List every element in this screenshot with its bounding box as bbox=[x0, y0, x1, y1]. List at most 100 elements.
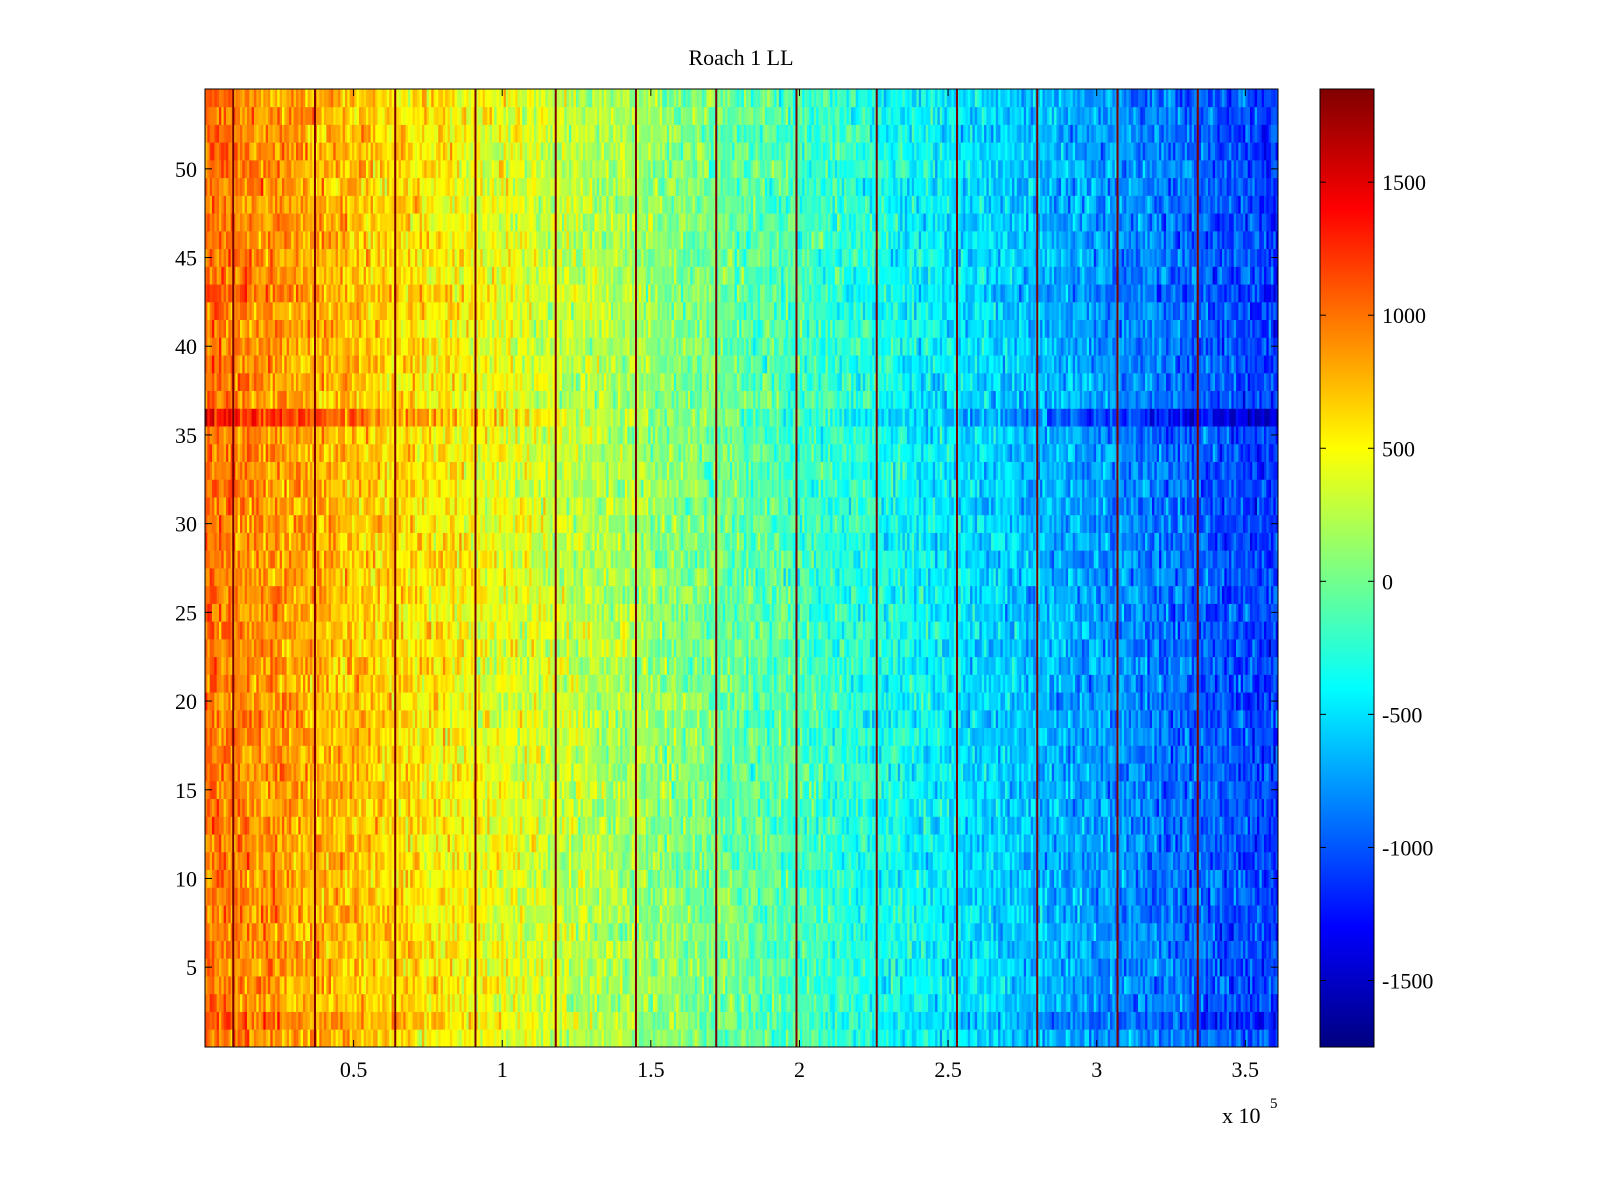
heatmap-cell bbox=[1040, 976, 1043, 995]
heatmap-cell bbox=[398, 1011, 402, 1030]
heatmap-cell bbox=[251, 887, 255, 906]
heatmap-cell bbox=[1254, 869, 1258, 888]
heatmap-cell bbox=[1201, 922, 1204, 941]
heatmap-cell bbox=[365, 976, 369, 995]
heatmap-cell bbox=[508, 940, 511, 959]
heatmap-cell bbox=[984, 976, 987, 995]
heatmap-cell bbox=[260, 922, 264, 941]
heatmap-cell bbox=[358, 976, 362, 995]
heatmap-cell bbox=[907, 958, 910, 977]
heatmap-cell bbox=[1219, 922, 1223, 941]
heatmap-cell bbox=[526, 905, 530, 924]
heatmap-cell bbox=[438, 869, 441, 888]
heatmap-cell bbox=[587, 905, 591, 924]
heatmap-cell bbox=[1030, 976, 1034, 995]
heatmap-cell bbox=[1033, 976, 1036, 995]
heatmap-cell bbox=[806, 940, 810, 959]
heatmap-cell bbox=[946, 905, 950, 924]
heatmap-cell bbox=[776, 940, 780, 959]
heatmap-cell bbox=[932, 905, 936, 924]
heatmap-cell bbox=[1203, 976, 1207, 995]
heatmap-cell bbox=[900, 993, 903, 1012]
heatmap-cell bbox=[727, 1011, 731, 1030]
heatmap-cell bbox=[1208, 993, 1211, 1012]
heatmap-cell bbox=[529, 976, 532, 995]
heatmap-cell bbox=[519, 976, 523, 995]
heatmap-cell bbox=[734, 905, 738, 924]
heatmap-cell bbox=[221, 1029, 225, 1048]
heatmap-cell bbox=[986, 887, 990, 906]
heatmap-cell bbox=[925, 887, 929, 906]
heatmap-cell bbox=[1070, 922, 1074, 941]
heatmap-cell bbox=[1058, 851, 1062, 870]
heatmap-cell bbox=[508, 851, 511, 870]
heatmap-cell bbox=[837, 958, 840, 977]
heatmap-cell bbox=[232, 940, 236, 959]
heatmap-cell bbox=[1208, 976, 1211, 995]
heatmap-cell bbox=[622, 1011, 626, 1030]
heatmap-cell bbox=[1000, 887, 1004, 906]
heatmap-cell bbox=[890, 887, 894, 906]
heatmap-cell bbox=[293, 976, 297, 995]
heatmap-cell bbox=[1233, 958, 1237, 977]
heatmap-cell bbox=[872, 976, 875, 995]
heatmap-cell bbox=[426, 1029, 430, 1048]
heatmap-cell bbox=[466, 887, 469, 906]
heatmap-cell bbox=[438, 940, 441, 959]
heatmap-cell bbox=[1056, 887, 1060, 906]
heatmap-cell bbox=[708, 869, 712, 888]
heatmap-cell bbox=[750, 922, 754, 941]
heatmap-cell bbox=[1075, 905, 1078, 924]
heatmap-cell bbox=[858, 905, 861, 924]
heatmap-cell bbox=[844, 976, 847, 995]
heatmap-cell bbox=[720, 905, 724, 924]
heatmap-cell bbox=[314, 958, 318, 977]
heatmap-cell bbox=[734, 869, 738, 888]
heatmap-cell bbox=[1212, 976, 1216, 995]
heatmap-cell bbox=[396, 1011, 399, 1030]
heatmap-cell bbox=[496, 993, 500, 1012]
heatmap-cell bbox=[746, 869, 749, 888]
heatmap-cell bbox=[1124, 887, 1127, 906]
heatmap-cell bbox=[680, 869, 684, 888]
heatmap-cell bbox=[601, 940, 605, 959]
heatmap-cell bbox=[925, 940, 929, 959]
heatmap-cell bbox=[998, 976, 1001, 995]
heatmap-cell bbox=[438, 851, 441, 870]
heatmap-cell bbox=[398, 1029, 402, 1048]
heatmap-cell bbox=[382, 1011, 386, 1030]
heatmap-cell bbox=[911, 940, 915, 959]
heatmap-cell bbox=[223, 887, 227, 906]
heatmap-cell bbox=[1271, 887, 1274, 906]
heatmap-cell bbox=[344, 993, 348, 1012]
heatmap-cell bbox=[732, 887, 735, 906]
heatmap-cell bbox=[216, 1029, 220, 1048]
heatmap-cell bbox=[428, 887, 432, 906]
heatmap-cell bbox=[1201, 869, 1204, 888]
heatmap-cell bbox=[1231, 1029, 1235, 1048]
heatmap-cell bbox=[802, 851, 805, 870]
heatmap-cell bbox=[1107, 887, 1111, 906]
heatmap-cell bbox=[631, 851, 635, 870]
heatmap-cell bbox=[951, 993, 955, 1012]
heatmap-cell bbox=[704, 1011, 707, 1030]
heatmap-cell bbox=[669, 976, 672, 995]
heatmap-cell bbox=[550, 958, 553, 977]
heatmap-cell bbox=[1208, 905, 1211, 924]
heatmap-cell bbox=[424, 887, 427, 906]
heatmap-cell bbox=[531, 922, 535, 941]
heatmap-cell bbox=[1054, 1011, 1057, 1030]
heatmap-cell bbox=[1058, 1029, 1062, 1048]
heatmap-cell bbox=[412, 958, 416, 977]
heatmap-cell bbox=[638, 922, 642, 941]
heatmap-cell bbox=[375, 869, 379, 888]
heatmap-cell bbox=[335, 958, 339, 977]
heatmap-cell bbox=[697, 1011, 700, 1030]
heatmap-cell bbox=[799, 905, 803, 924]
heatmap-cell bbox=[1002, 993, 1006, 1012]
heatmap-cell bbox=[967, 887, 971, 906]
heatmap-cell bbox=[286, 993, 290, 1012]
heatmap-cell bbox=[482, 922, 486, 941]
heatmap-cell bbox=[344, 1029, 348, 1048]
heatmap-cell bbox=[361, 887, 365, 906]
